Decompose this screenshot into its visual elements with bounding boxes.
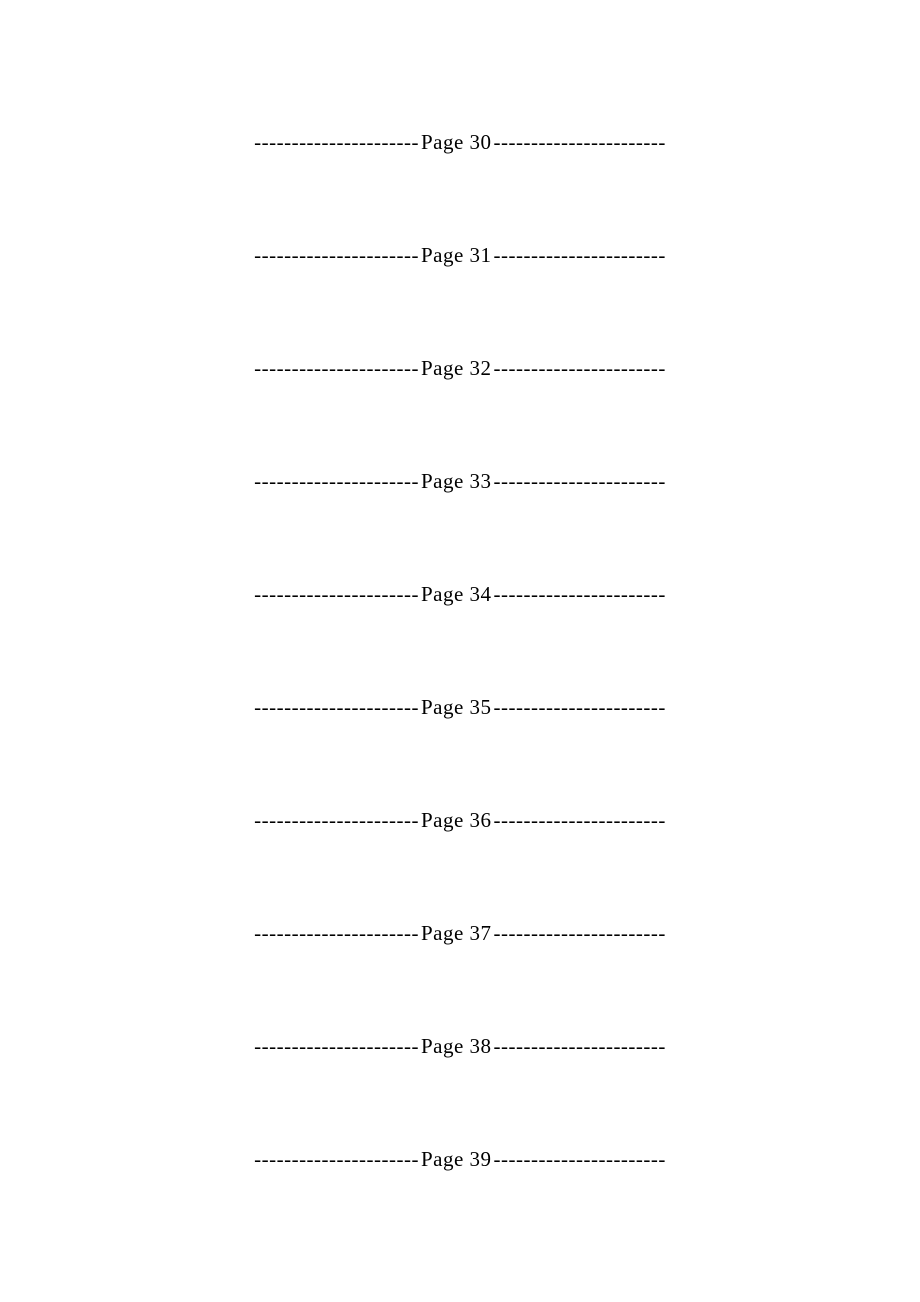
dash-right: ----------------------- <box>494 1034 666 1059</box>
page-separator-label: Page 35 <box>419 695 494 720</box>
page-separator-label: Page 33 <box>419 469 494 494</box>
dash-left: ---------------------- <box>254 695 419 720</box>
page-separator-label: Page 31 <box>419 243 494 268</box>
page-separator: ---------------------- Page 35 ---------… <box>110 695 810 720</box>
dash-right: ----------------------- <box>494 808 666 833</box>
dash-left: ---------------------- <box>254 808 419 833</box>
page-separator-label: Page 38 <box>419 1034 494 1059</box>
page-separator: ---------------------- Page 37 ---------… <box>110 921 810 946</box>
page-separator-label: Page 37 <box>419 921 494 946</box>
dash-right: ----------------------- <box>494 921 666 946</box>
document-page: ---------------------- Page 30 ---------… <box>0 0 920 1302</box>
page-separator: ---------------------- Page 31 ---------… <box>110 243 810 268</box>
page-separator-label: Page 36 <box>419 808 494 833</box>
dash-left: ---------------------- <box>254 130 419 155</box>
dash-left: ---------------------- <box>254 582 419 607</box>
page-separator: ---------------------- Page 39 ---------… <box>110 1147 810 1172</box>
dash-right: ----------------------- <box>494 243 666 268</box>
page-separator-label: Page 32 <box>419 356 494 381</box>
dash-right: ----------------------- <box>494 582 666 607</box>
page-separator: ---------------------- Page 38 ---------… <box>110 1034 810 1059</box>
dash-left: ---------------------- <box>254 921 419 946</box>
dash-left: ---------------------- <box>254 1034 419 1059</box>
page-separator: ---------------------- Page 30 ---------… <box>110 130 810 155</box>
page-separator-label: Page 34 <box>419 582 494 607</box>
dash-right: ----------------------- <box>494 130 666 155</box>
page-separator: ---------------------- Page 34 ---------… <box>110 582 810 607</box>
page-separator: ---------------------- Page 33 ---------… <box>110 469 810 494</box>
page-separator: ---------------------- Page 32 ---------… <box>110 356 810 381</box>
page-separator-label: Page 39 <box>419 1147 494 1172</box>
page-separator: ---------------------- Page 36 ---------… <box>110 808 810 833</box>
dash-right: ----------------------- <box>494 1147 666 1172</box>
dash-left: ---------------------- <box>254 469 419 494</box>
dash-right: ----------------------- <box>494 469 666 494</box>
dash-left: ---------------------- <box>254 356 419 381</box>
dash-left: ---------------------- <box>254 243 419 268</box>
dash-right: ----------------------- <box>494 695 666 720</box>
page-separator-label: Page 30 <box>419 130 494 155</box>
dash-left: ---------------------- <box>254 1147 419 1172</box>
dash-right: ----------------------- <box>494 356 666 381</box>
